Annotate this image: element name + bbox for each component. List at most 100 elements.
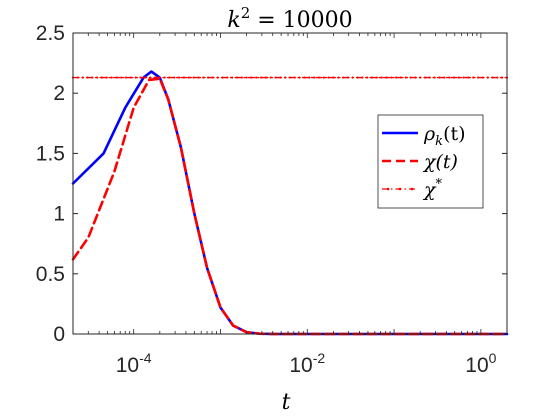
series-point (100, 76, 104, 79)
series-point (438, 76, 441, 79)
series-point (370, 76, 374, 79)
series-point (317, 76, 321, 79)
y-tick-label: 0 (53, 323, 65, 346)
series-point (96, 76, 99, 79)
series-point (259, 76, 263, 79)
series-point (385, 76, 388, 79)
series-point (486, 76, 489, 79)
axes-box (72, 32, 508, 335)
series-point (158, 76, 161, 79)
legend-label: ρk(t) (423, 123, 466, 149)
series-point (235, 76, 239, 79)
series-point (250, 76, 253, 79)
series-point (211, 76, 214, 79)
series-point (206, 76, 210, 79)
series-point (115, 76, 118, 79)
series-point (86, 76, 89, 79)
legend-box (377, 114, 484, 209)
series-point (394, 76, 398, 79)
series-point (81, 76, 84, 79)
series-point (472, 76, 475, 79)
series-point (153, 76, 157, 79)
series-point (501, 76, 504, 79)
y-tick-label: 2 (53, 82, 65, 105)
x-tick-label: 100 (465, 350, 496, 377)
series-point (182, 76, 186, 79)
series-point (443, 76, 446, 79)
series-point (173, 76, 176, 79)
series-point (288, 76, 292, 79)
series-point (481, 76, 484, 79)
series-point (105, 76, 108, 79)
series-point (346, 76, 349, 79)
y-tick-label: 1 (53, 203, 65, 226)
series-point (423, 76, 427, 79)
series-point (448, 76, 451, 79)
series-point (269, 76, 272, 79)
series-point (124, 76, 128, 79)
series-point (399, 76, 403, 79)
series-point (134, 76, 137, 79)
series-point (337, 76, 340, 79)
legend-marker (398, 187, 402, 191)
x-tick-label: 10-4 (116, 350, 152, 377)
series-point (284, 76, 287, 79)
series-point (476, 76, 480, 79)
series-point (149, 76, 152, 79)
series-point (341, 76, 345, 79)
series-point (428, 76, 431, 79)
series-point (216, 76, 219, 79)
series-point (91, 76, 94, 79)
series-point (168, 76, 171, 79)
series-point (356, 76, 359, 79)
series-point (414, 76, 417, 79)
legend-label: χ(t) (422, 151, 458, 173)
series-point (462, 76, 465, 79)
series-point (139, 76, 142, 79)
series-point (390, 76, 393, 79)
series-point (245, 76, 248, 79)
series-point (419, 76, 422, 79)
y-tick-label: 0.5 (36, 263, 65, 286)
series-point (351, 76, 354, 79)
series-point (120, 76, 123, 79)
legend-marker (410, 187, 414, 191)
series-point (274, 76, 277, 79)
x-tick-label: 10-2 (289, 350, 325, 377)
series-point (404, 76, 407, 79)
series-point (110, 76, 113, 79)
series-point (303, 76, 306, 79)
series-point (409, 76, 412, 79)
series-point (202, 76, 205, 79)
series-point (457, 76, 460, 79)
chart-title: k2 = 10000 (227, 4, 352, 33)
series-point (332, 76, 335, 79)
series-point (366, 76, 369, 79)
series-point (264, 76, 267, 79)
series-point (76, 76, 79, 79)
legend-marker (386, 187, 390, 191)
series-point (380, 76, 383, 79)
series-point (231, 76, 234, 79)
series-point (240, 76, 243, 79)
series-point (433, 76, 436, 79)
series-point (187, 76, 190, 79)
series-point (375, 76, 378, 79)
legend-label: χ* (422, 177, 443, 201)
y-tick-label: 1.5 (36, 142, 65, 165)
series-point (452, 76, 456, 79)
series-point (144, 76, 147, 79)
series-point (467, 76, 470, 79)
series-point (221, 76, 224, 79)
series-point (308, 76, 311, 79)
series-point (177, 76, 181, 79)
series-point (313, 76, 316, 79)
series-point (226, 76, 229, 79)
series-point (322, 76, 325, 79)
y-tick-label: 2.5 (36, 22, 65, 45)
series-point (129, 76, 132, 79)
series-point (496, 76, 499, 79)
series-point (361, 76, 364, 79)
series-point (293, 76, 296, 79)
